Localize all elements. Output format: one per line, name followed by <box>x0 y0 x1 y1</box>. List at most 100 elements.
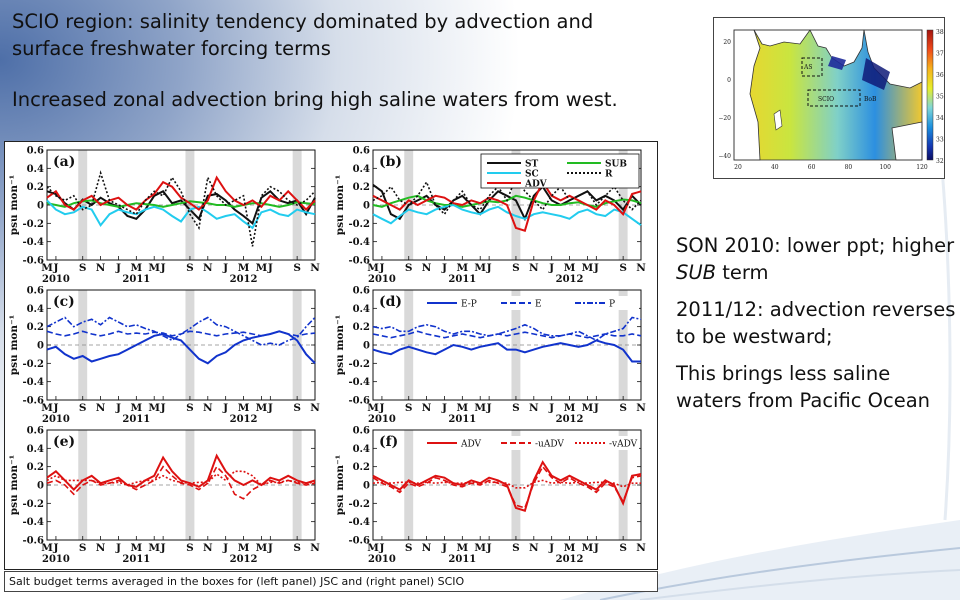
series-line <box>372 203 642 227</box>
y-axis-label: psu mon⁻¹ <box>334 455 346 515</box>
chart-panel: 0.60.40.20-0.2-0.4-0.6M J S N J M M J S N J M M J S N20… <box>8 146 320 286</box>
y-tick-label: -0.2 <box>348 499 370 510</box>
legend-label: -vADV <box>609 440 638 450</box>
shaded-season <box>292 430 302 540</box>
x-tick-label: M <box>148 542 160 554</box>
x-tick-label: M <box>256 402 268 414</box>
figure-caption: Salt budget terms averaged in the boxes … <box>4 571 658 592</box>
year-label: 2010 <box>368 414 396 425</box>
y-tick-label: 0.4 <box>27 164 44 175</box>
year-label: 2012 <box>556 414 584 425</box>
x-tick-label: J <box>267 262 273 274</box>
year-label: 2010 <box>42 274 70 285</box>
x-tick-label: S <box>512 402 520 414</box>
shaded-season <box>618 430 628 540</box>
x-tick-label: J <box>160 542 166 554</box>
x-tick-label: N <box>529 402 539 414</box>
x-tick-label: M <box>582 542 594 554</box>
madagascar-land <box>773 109 783 131</box>
x-tick-label: M <box>474 262 486 274</box>
australia-land <box>891 121 923 161</box>
series-line <box>46 170 316 247</box>
year-label: 2011 <box>448 414 476 425</box>
y-tick-label: -0.6 <box>348 396 370 407</box>
series-line <box>372 330 642 339</box>
y-tick-label: 0.2 <box>353 182 370 193</box>
x-tick-label: S <box>293 542 301 554</box>
x-tick-label: S <box>186 402 194 414</box>
map-tick-label: −20 <box>718 115 731 122</box>
y-tick-label: 0.4 <box>353 304 370 315</box>
legend-label: E <box>535 300 542 310</box>
year-label: 2011 <box>122 554 150 565</box>
y-axis-label: psu mon⁻¹ <box>334 315 346 375</box>
x-tick-label: J <box>115 402 121 414</box>
y-tick-label: -0.6 <box>22 256 44 267</box>
y-tick-label: -0.2 <box>22 219 44 230</box>
x-tick-label: J <box>222 542 228 554</box>
y-tick-label: 0.2 <box>353 462 370 473</box>
map-tick-label: 36 <box>936 72 944 79</box>
x-tick-label: J <box>593 542 599 554</box>
x-tick-label: J <box>441 542 447 554</box>
panel-label: (c) <box>53 294 75 310</box>
map-tick-label: 120 <box>916 164 928 171</box>
x-tick-label: J <box>115 542 121 554</box>
series-line <box>372 339 641 363</box>
slide-subtitle: Increased zonal advection bring high sal… <box>12 88 618 111</box>
y-tick-label: 0.4 <box>27 444 44 455</box>
x-tick-label: N <box>310 542 320 554</box>
y-tick-label: -0.6 <box>348 536 370 547</box>
legend-label: ST <box>525 160 538 170</box>
x-tick-label: M <box>131 402 143 414</box>
y-tick-label: 0.2 <box>353 322 370 333</box>
x-tick-label: M <box>457 262 469 274</box>
x-tick-label: M <box>367 262 379 274</box>
shaded-season <box>292 290 302 400</box>
x-tick-label: M <box>41 262 53 274</box>
shaded-season <box>618 150 628 260</box>
slide-title: SCIO region: salinity tendency dominated… <box>12 10 594 60</box>
x-tick-label: S <box>619 542 627 554</box>
map-tick-label: 38 <box>936 29 944 36</box>
x-tick-label: J <box>222 402 228 414</box>
y-tick-label: 0 <box>363 201 370 212</box>
year-label: 2010 <box>368 554 396 565</box>
map-tick-label: 34 <box>936 115 944 122</box>
x-tick-label: S <box>79 542 87 554</box>
x-tick-label: N <box>636 402 646 414</box>
series-line <box>372 479 641 489</box>
y-axis-label: psu mon⁻¹ <box>334 175 346 235</box>
y-tick-label: -0.4 <box>22 517 44 528</box>
y-tick-label: 0.6 <box>353 426 370 437</box>
x-tick-label: S <box>405 542 413 554</box>
year-label: 2012 <box>556 274 584 285</box>
map-tick-label: 35 <box>936 94 944 101</box>
y-tick-label: -0.6 <box>348 256 370 267</box>
x-tick-label: M <box>474 542 486 554</box>
series-line <box>372 180 642 232</box>
legend-label: -uADV <box>535 440 564 450</box>
x-tick-label: S <box>79 262 87 274</box>
x-tick-label: J <box>441 402 447 414</box>
x-tick-label: M <box>256 262 268 274</box>
x-tick-label: J <box>593 402 599 414</box>
legend: ADV -uADV -vADV <box>423 436 639 450</box>
y-tick-label: 0 <box>363 481 370 492</box>
x-tick-label: N <box>636 542 646 554</box>
x-tick-label: J <box>548 542 554 554</box>
map-box-label: SCIO <box>818 96 834 103</box>
series-line <box>46 199 316 208</box>
x-tick-label: M <box>131 542 143 554</box>
x-tick-label: S <box>186 262 194 274</box>
series-line <box>46 199 316 230</box>
legend-label: ADV <box>460 440 482 450</box>
map-box-label: AS <box>803 64 812 71</box>
x-tick-label: S <box>186 542 194 554</box>
x-tick-label: M <box>564 402 576 414</box>
x-tick-label: M <box>256 542 268 554</box>
x-tick-label: J <box>160 402 166 414</box>
y-tick-label: -0.4 <box>348 237 370 248</box>
map-box-label: BoB <box>864 96 877 103</box>
y-tick-label: -0.2 <box>22 499 44 510</box>
